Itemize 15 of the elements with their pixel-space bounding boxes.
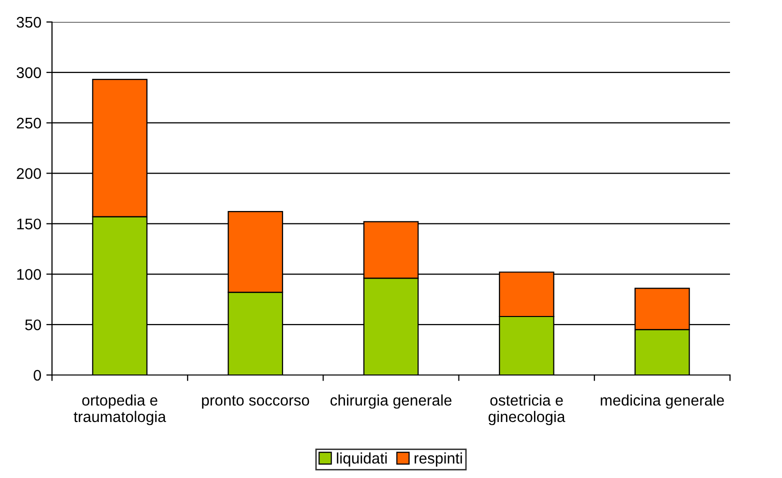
y-tick-label: 300 (16, 67, 41, 78)
y-tick-label: 150 (17, 218, 41, 230)
x-tick-label: ostetricia e ginecologia (488, 394, 566, 426)
x-tick-label: medicina generale (600, 394, 724, 409)
legend-label: respinti (414, 452, 462, 467)
y-tick-label: 250 (16, 118, 41, 129)
y-tick-label: 200 (16, 168, 41, 179)
x-tick-label: pronto soccorso (202, 396, 310, 409)
y-tick-label: 100 (17, 269, 41, 280)
y-tick-label: 0 (34, 370, 41, 381)
y-tick-label: 50 (25, 319, 41, 330)
x-tick-label: ortopedia e traumatologia (74, 394, 166, 426)
legend-label: liquidati (336, 452, 387, 467)
x-tick-label: chirurgia generale (330, 394, 452, 409)
y-tick-label: 350 (16, 16, 41, 28)
